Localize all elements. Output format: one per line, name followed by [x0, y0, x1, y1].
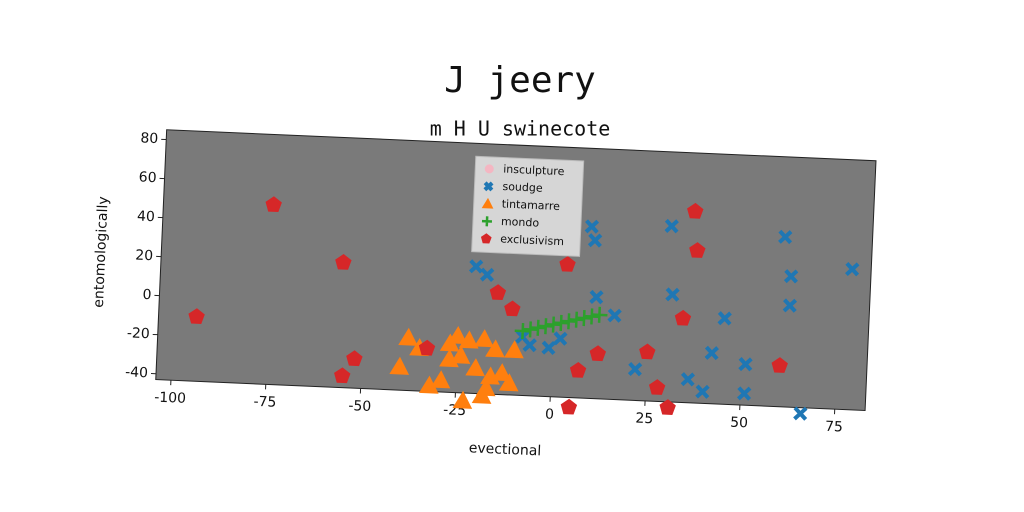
point — [704, 345, 719, 361]
point — [450, 345, 471, 364]
y-tick-label: 0 — [142, 287, 152, 303]
point — [737, 386, 752, 401]
y-tick-label: 60 — [138, 169, 157, 186]
point — [458, 330, 479, 349]
point — [576, 310, 593, 327]
point — [452, 390, 473, 409]
point — [522, 337, 537, 353]
chart-subtitle: m H U swinecote — [430, 117, 611, 141]
point — [674, 309, 692, 326]
y-tick-label: 20 — [135, 247, 154, 264]
point — [584, 219, 600, 234]
point — [680, 372, 696, 387]
point — [418, 339, 436, 356]
point — [738, 357, 753, 372]
point — [474, 329, 494, 348]
y-tick-label: -40 — [125, 364, 149, 381]
x-tick-label: -100 — [154, 390, 186, 407]
point — [447, 326, 468, 345]
point — [479, 267, 495, 282]
y-tick-label: -20 — [127, 325, 151, 342]
point — [560, 398, 578, 415]
point — [793, 406, 808, 421]
legend-label: insculpture — [503, 163, 565, 179]
point — [489, 284, 507, 301]
point — [514, 323, 531, 340]
point — [569, 362, 587, 378]
x-tick-label: 25 — [635, 411, 654, 428]
point — [334, 367, 351, 384]
point — [627, 362, 643, 377]
point — [265, 196, 282, 213]
point — [498, 373, 519, 392]
point — [689, 242, 706, 258]
x-tick-label: -75 — [253, 394, 277, 411]
point — [468, 259, 484, 274]
y-tick-label: 80 — [140, 130, 159, 147]
y-axis-label: entomologically — [91, 196, 112, 308]
point — [553, 314, 570, 331]
point — [589, 345, 607, 362]
point — [845, 262, 860, 277]
legend-label: tintamarre — [501, 197, 560, 213]
x-tick-label: 50 — [730, 415, 749, 432]
point — [346, 350, 363, 367]
plot-area — [155, 129, 877, 412]
point — [530, 319, 547, 336]
point — [553, 331, 568, 346]
legend-label: mondo — [501, 215, 540, 230]
point — [687, 202, 704, 219]
legend-label: exclusivism — [500, 232, 564, 248]
point — [504, 340, 524, 359]
point — [695, 384, 710, 399]
point — [475, 378, 496, 397]
point — [559, 255, 576, 272]
point — [587, 233, 603, 248]
point — [188, 308, 205, 324]
legend-marker — [480, 233, 492, 244]
point — [430, 370, 451, 389]
point — [541, 340, 556, 356]
point — [778, 229, 793, 245]
point — [639, 343, 656, 360]
point — [545, 316, 562, 333]
plot-group: evectional entomologically -100 -75 -50 -25… — [91, 129, 877, 459]
chart-title: J jeery — [444, 60, 596, 101]
point — [583, 308, 600, 325]
legend-marker — [481, 216, 493, 227]
point — [771, 357, 788, 373]
point — [607, 308, 622, 323]
legend-box — [471, 155, 585, 257]
point — [335, 254, 352, 270]
legend-marker — [483, 181, 494, 192]
legend-marker — [484, 164, 494, 174]
point — [648, 379, 666, 395]
point — [717, 311, 732, 326]
point — [659, 399, 676, 415]
point — [465, 358, 485, 377]
x-axis-label: evectional — [468, 440, 541, 459]
point — [664, 218, 679, 234]
point — [783, 269, 799, 284]
point — [591, 306, 608, 323]
x-tick-label: 0 — [545, 407, 555, 423]
point — [537, 318, 554, 335]
x-tick-label: 75 — [825, 419, 844, 436]
x-tick-label: -50 — [348, 398, 372, 415]
point — [568, 311, 585, 328]
point — [389, 356, 410, 375]
point — [589, 289, 604, 305]
point — [491, 363, 512, 382]
point — [485, 339, 505, 358]
point — [398, 327, 418, 346]
point — [504, 300, 521, 317]
point — [665, 287, 680, 302]
legend-label: soudge — [502, 180, 543, 195]
point — [782, 298, 798, 313]
point — [560, 313, 577, 330]
legend-marker — [481, 197, 494, 209]
point — [522, 321, 539, 338]
y-tick-label: 40 — [137, 208, 156, 225]
